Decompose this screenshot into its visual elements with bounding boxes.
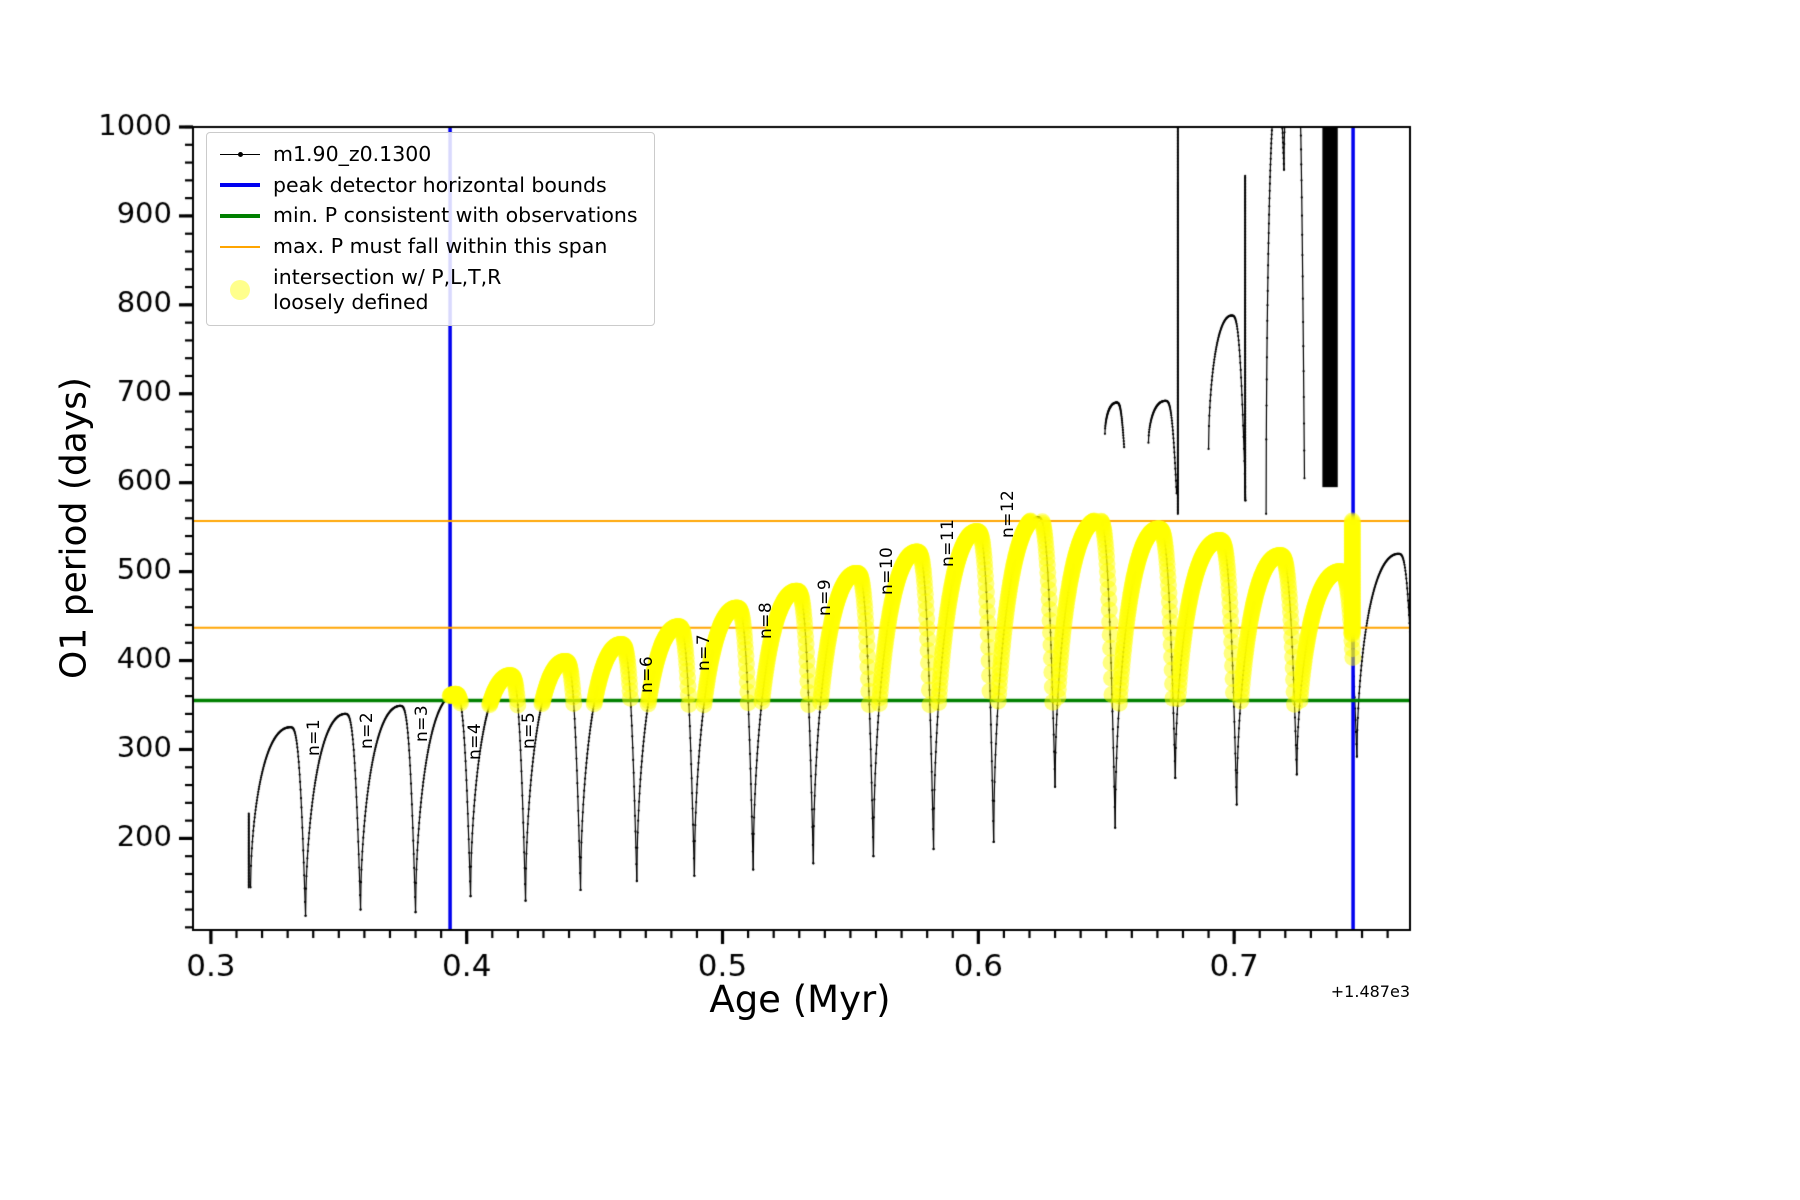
- x-axis-offset-text: +1.487e3: [1330, 982, 1410, 1001]
- legend: m1.90_z0.1300 peak detector horizontal b…: [206, 132, 655, 326]
- x-axis-label: Age (Myr): [709, 978, 891, 1021]
- legend-label: m1.90_z0.1300: [273, 142, 432, 166]
- legend-label: min. P consistent with observations: [273, 203, 638, 228]
- legend-label: peak detector horizontal bounds: [273, 172, 607, 197]
- y-axis-label: O1 period (days): [53, 377, 95, 679]
- series-line-icon: [218, 143, 262, 167]
- legend-item-intersection: intersection w/ P,L,T,R loosely defined: [218, 265, 638, 316]
- legend-label: max. P must fall within this span: [273, 233, 608, 258]
- green-line-icon: [218, 204, 262, 228]
- yellow-circle-icon: [218, 278, 262, 302]
- legend-label: intersection w/ P,L,T,R loosely defined: [273, 264, 502, 315]
- legend-item-max-p: max. P must fall within this span: [218, 234, 638, 260]
- legend-item-peak-bounds: peak detector horizontal bounds: [218, 173, 638, 199]
- orange-line-icon: [218, 235, 262, 259]
- blue-line-icon: [218, 173, 262, 197]
- legend-item-min-p: min. P consistent with observations: [218, 203, 638, 229]
- legend-item-series: m1.90_z0.1300: [218, 142, 638, 168]
